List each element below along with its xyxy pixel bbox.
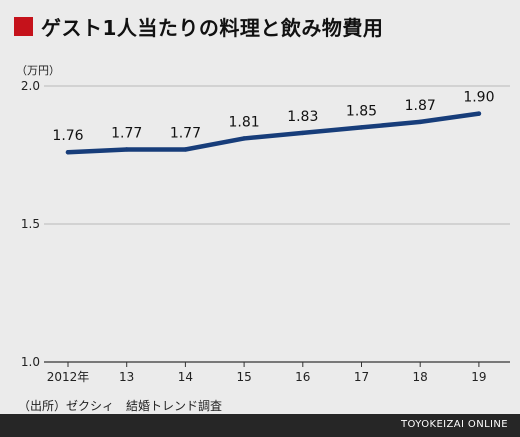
brand-label: TOYOKEIZAI ONLINE	[401, 419, 508, 430]
data-point	[183, 147, 188, 152]
footer-bar: TOYOKEIZAI ONLINE	[0, 414, 520, 437]
data-point	[124, 147, 129, 152]
data-point	[418, 119, 423, 125]
x-tick-label: 15	[236, 370, 251, 384]
y-tick-label: 2.0	[21, 79, 40, 93]
x-tick-label: 18	[413, 370, 428, 384]
data-point	[65, 150, 71, 155]
x-tick-label: 16	[295, 370, 310, 384]
y-tick-label: 1.5	[21, 217, 40, 231]
data-label: 1.85	[346, 103, 377, 119]
title-block: ゲスト1人当たりの料理と飲み物費用	[14, 12, 383, 41]
data-label: 1.81	[229, 114, 260, 130]
x-tick-label: 19	[471, 370, 486, 384]
data-point	[241, 136, 247, 141]
source-note: （出所）ゼクシィ 結婚トレンド調査	[18, 399, 223, 413]
data-label: 1.87	[405, 98, 436, 114]
x-tick-label: 14	[178, 370, 193, 384]
data-point	[300, 130, 305, 136]
data-label: 1.76	[52, 128, 83, 144]
title-marker-icon	[14, 17, 33, 36]
y-axis-unit: （万円）	[16, 64, 60, 77]
data-label: 1.77	[170, 125, 201, 141]
data-point	[476, 111, 482, 116]
x-tick-label: 13	[119, 370, 134, 384]
data-label: 1.90	[463, 90, 494, 106]
series-line	[65, 111, 482, 155]
data-point	[359, 125, 364, 130]
x-tick-label: 2012年	[47, 370, 90, 384]
data-label: 1.83	[287, 109, 318, 125]
y-tick-label: 1.0	[21, 355, 40, 369]
chart-title: ゲスト1人当たりの料理と飲み物費用	[41, 16, 384, 40]
x-tick-label: 17	[354, 370, 369, 384]
data-label: 1.77	[111, 125, 142, 141]
